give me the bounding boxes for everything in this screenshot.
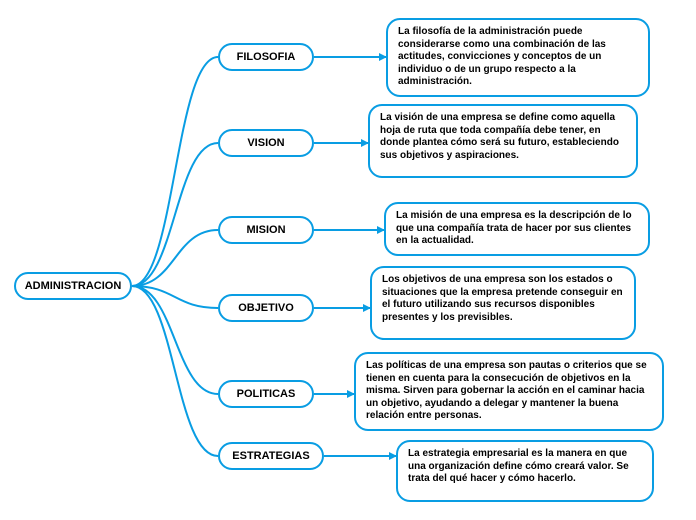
concept-node-c6-label: ESTRATEGIAS: [232, 450, 309, 462]
concept-node-c1: FILOSOFIA: [218, 43, 314, 71]
concept-node-c5: POLITICAS: [218, 380, 314, 408]
concept-node-c4: OBJETIVO: [218, 294, 314, 322]
description-node-d4-label: Los objetivos de una empresa son los est…: [382, 274, 623, 323]
concept-node-c3-label: MISION: [246, 224, 285, 236]
description-node-d1: La filosofía de la administración puede …: [386, 18, 650, 97]
description-node-d6: La estrategia empresarial es la manera e…: [396, 440, 654, 502]
description-node-d1-label: La filosofía de la administración puede …: [398, 26, 606, 87]
concept-node-c2-label: VISION: [247, 137, 284, 149]
concept-node-c4-label: OBJETIVO: [238, 302, 294, 314]
root-label: ADMINISTRACION: [25, 280, 122, 292]
description-node-d3: La misión de una empresa es la descripci…: [384, 202, 650, 256]
description-node-d6-label: La estrategia empresarial es la manera e…: [408, 448, 629, 484]
concept-node-c5-label: POLITICAS: [237, 388, 296, 400]
description-node-d3-label: La misión de una empresa es la descripci…: [396, 210, 632, 246]
concept-node-c6: ESTRATEGIAS: [218, 442, 324, 470]
description-node-d2-label: La visión de una empresa se define como …: [380, 112, 619, 161]
description-node-d4: Los objetivos de una empresa son los est…: [370, 266, 636, 340]
concept-node-c1-label: FILOSOFIA: [237, 51, 296, 63]
root-node: ADMINISTRACION: [14, 272, 132, 300]
description-node-d2: La visión de una empresa se define como …: [368, 104, 638, 178]
concept-node-c3: MISION: [218, 216, 314, 244]
description-node-d5: Las políticas de una empresa son pautas …: [354, 352, 664, 431]
concept-node-c2: VISION: [218, 129, 314, 157]
description-node-d5-label: Las políticas de una empresa son pautas …: [366, 360, 647, 421]
